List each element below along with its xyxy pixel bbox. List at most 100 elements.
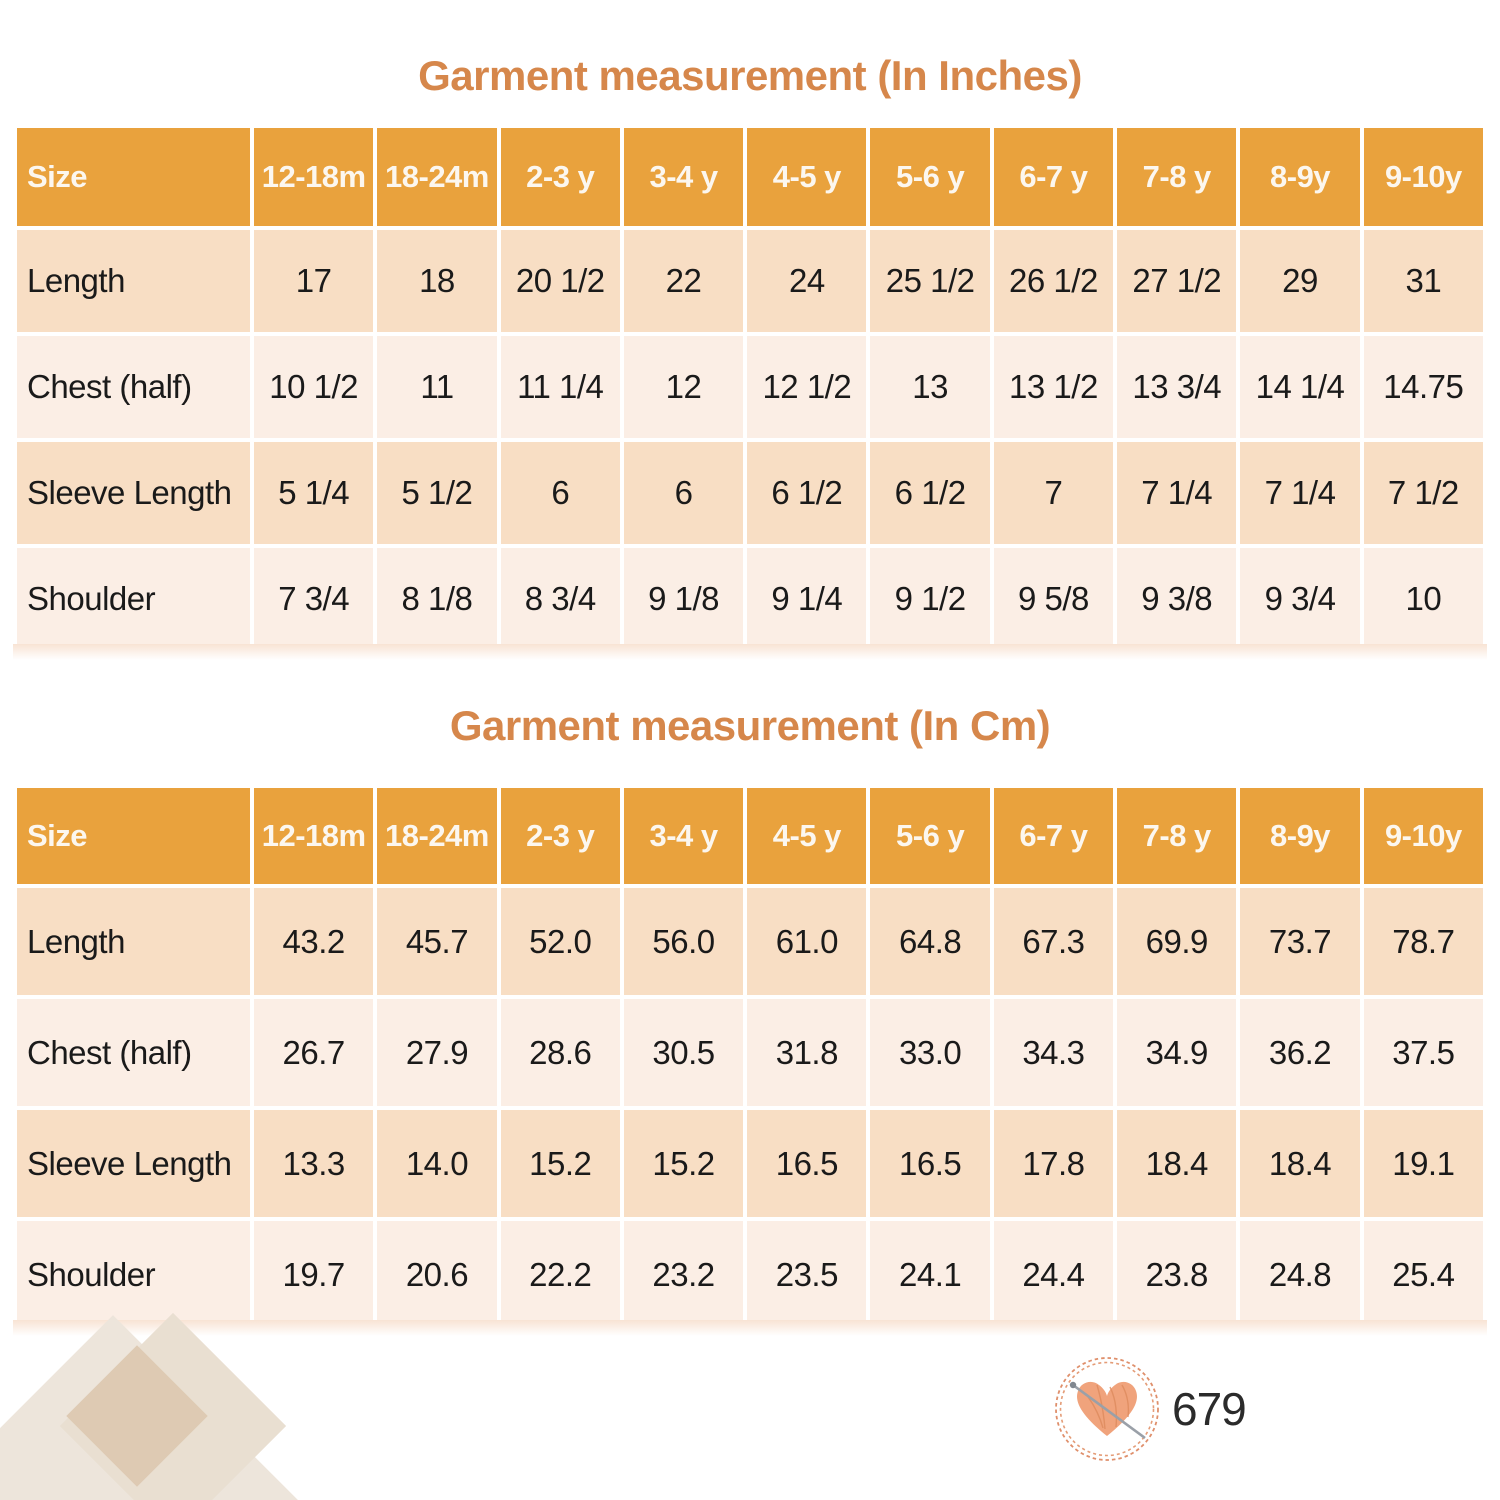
value-cell: 27.9 bbox=[377, 999, 497, 1106]
column-header-cell: 7-8 y bbox=[1117, 788, 1237, 884]
value-cell: 33.0 bbox=[870, 999, 990, 1106]
value-cell: 26 1/2 bbox=[993, 230, 1114, 332]
value-cell: 37.5 bbox=[1363, 999, 1483, 1106]
value-cell: 24.4 bbox=[993, 1221, 1114, 1328]
value-cell: 25.4 bbox=[1363, 1221, 1483, 1328]
pattern-number: 679 bbox=[1172, 1383, 1247, 1435]
column-header-cell: 9-10y bbox=[1363, 788, 1483, 884]
value-cell: 9 1/4 bbox=[747, 548, 867, 650]
inches-table-title: Garment measurement (In Inches) bbox=[418, 52, 1082, 99]
value-cell: 9 3/8 bbox=[1117, 548, 1237, 650]
table-row: Chest (half) 10 1/2 11 11 1/4 12 12 1/2 13 13 1… bbox=[17, 336, 1483, 438]
size-header-cell: Size bbox=[17, 788, 250, 884]
value-cell: 24.1 bbox=[870, 1221, 990, 1328]
column-header-cell: 9-10y bbox=[1363, 128, 1483, 226]
value-cell: 7 1/4 bbox=[1117, 442, 1237, 544]
value-cell: 10 1/2 bbox=[254, 336, 374, 438]
value-cell: 6 1/2 bbox=[747, 442, 867, 544]
column-header-cell: 2-3 y bbox=[500, 128, 620, 226]
table-row: Sleeve Length 13.3 14.0 15.2 15.2 16.5 16.5 17.… bbox=[17, 1110, 1483, 1217]
value-cell: 15.2 bbox=[500, 1110, 620, 1217]
value-cell: 9 1/2 bbox=[870, 548, 990, 650]
cm-table-title: Garment measurement (In Cm) bbox=[449, 702, 1051, 749]
value-cell: 31 bbox=[1363, 230, 1483, 332]
value-cell: 5 1/4 bbox=[254, 442, 374, 544]
value-cell: 14.0 bbox=[377, 1110, 497, 1217]
value-cell: 13.3 bbox=[254, 1110, 374, 1217]
value-cell: 20.6 bbox=[377, 1221, 497, 1328]
value-cell: 19.7 bbox=[254, 1221, 374, 1328]
value-cell: 23.8 bbox=[1117, 1221, 1237, 1328]
value-cell: 78.7 bbox=[1363, 888, 1483, 995]
column-header-cell: 5-6 y bbox=[870, 128, 990, 226]
table-row: Length 17 18 20 1/2 22 24 25 1/2 26 1/2 27 1/2 29… bbox=[17, 230, 1483, 332]
table-row: Shoulder 7 3/4 8 1/8 8 3/4 9 1/8 9 1/4 9 1/2 9 … bbox=[17, 548, 1483, 650]
size-header-cell: Size bbox=[17, 128, 250, 226]
value-cell: 7 1/2 bbox=[1363, 442, 1483, 544]
table-row: Sleeve Length 5 1/4 5 1/2 6 6 6 1/2 6 1/2 7 7 1/… bbox=[17, 442, 1483, 544]
value-cell: 43.2 bbox=[254, 888, 374, 995]
value-cell: 19.1 bbox=[1363, 1110, 1483, 1217]
value-cell: 11 bbox=[377, 336, 497, 438]
value-cell: 28.6 bbox=[500, 999, 620, 1106]
value-cell: 24.8 bbox=[1240, 1221, 1360, 1328]
column-header-cell: 12-18m bbox=[254, 788, 374, 884]
value-cell: 10 bbox=[1363, 548, 1483, 650]
column-header-cell: 6-7 y bbox=[993, 128, 1114, 226]
row-label-cell: Shoulder bbox=[17, 1221, 250, 1328]
value-cell: 12 1/2 bbox=[747, 336, 867, 438]
value-cell: 7 3/4 bbox=[254, 548, 374, 650]
column-header-cell: 4-5 y bbox=[747, 128, 867, 226]
value-cell: 67.3 bbox=[993, 888, 1114, 995]
row-label-cell: Sleeve Length bbox=[17, 442, 250, 544]
table-row: Length 43.2 45.7 52.0 56.0 61.0 64.8 67.3 69.9 73… bbox=[17, 888, 1483, 995]
value-cell: 69.9 bbox=[1117, 888, 1237, 995]
value-cell: 13 3/4 bbox=[1117, 336, 1237, 438]
value-cell: 13 bbox=[870, 336, 990, 438]
value-cell: 23.2 bbox=[623, 1221, 744, 1328]
value-cell: 9 5/8 bbox=[993, 548, 1114, 650]
value-cell: 16.5 bbox=[870, 1110, 990, 1217]
value-cell: 17.8 bbox=[993, 1110, 1114, 1217]
value-cell: 36.2 bbox=[1240, 999, 1360, 1106]
row-label-cell: Sleeve Length bbox=[17, 1110, 250, 1217]
value-cell: 45.7 bbox=[377, 888, 497, 995]
value-cell: 18.4 bbox=[1117, 1110, 1237, 1217]
column-header-cell: 4-5 y bbox=[747, 788, 867, 884]
value-cell: 13 1/2 bbox=[993, 336, 1114, 438]
value-cell: 16.5 bbox=[747, 1110, 867, 1217]
column-header-cell: 18-24m bbox=[377, 788, 497, 884]
value-cell: 73.7 bbox=[1240, 888, 1360, 995]
value-cell: 22 bbox=[623, 230, 744, 332]
column-header-cell: 8-9y bbox=[1240, 788, 1360, 884]
value-cell: 25 1/2 bbox=[870, 230, 990, 332]
value-cell: 24 bbox=[747, 230, 867, 332]
column-header-cell: 3-4 y bbox=[623, 128, 744, 226]
column-header-cell: 18-24m bbox=[377, 128, 497, 226]
column-header-cell: 8-9y bbox=[1240, 128, 1360, 226]
row-label-cell: Chest (half) bbox=[17, 336, 250, 438]
value-cell: 64.8 bbox=[870, 888, 990, 995]
inches-size-table: Size 12-18m 18-24m 2-3 y 3-4 y 4-5 y 5-6 y 6-7 … bbox=[13, 124, 1487, 654]
table-shadow-fade bbox=[13, 644, 1487, 660]
value-cell: 52.0 bbox=[500, 888, 620, 995]
table-row: Shoulder 19.7 20.6 22.2 23.2 23.5 24.1 24.4 23.8… bbox=[17, 1221, 1483, 1328]
value-cell: 17 bbox=[254, 230, 374, 332]
value-cell: 11 1/4 bbox=[500, 336, 620, 438]
row-label-cell: Length bbox=[17, 230, 250, 332]
value-cell: 34.9 bbox=[1117, 999, 1237, 1106]
diamond-decoration bbox=[0, 1290, 420, 1500]
value-cell: 6 1/2 bbox=[870, 442, 990, 544]
value-cell: 29 bbox=[1240, 230, 1360, 332]
value-cell: 31.8 bbox=[747, 999, 867, 1106]
row-label-cell: Shoulder bbox=[17, 548, 250, 650]
column-header-cell: 2-3 y bbox=[500, 788, 620, 884]
value-cell: 7 1/4 bbox=[1240, 442, 1360, 544]
value-cell: 22.2 bbox=[500, 1221, 620, 1328]
value-cell: 61.0 bbox=[747, 888, 867, 995]
value-cell: 14.75 bbox=[1363, 336, 1483, 438]
column-header-cell: 6-7 y bbox=[993, 788, 1114, 884]
value-cell: 23.5 bbox=[747, 1221, 867, 1328]
row-label-cell: Chest (half) bbox=[17, 999, 250, 1106]
